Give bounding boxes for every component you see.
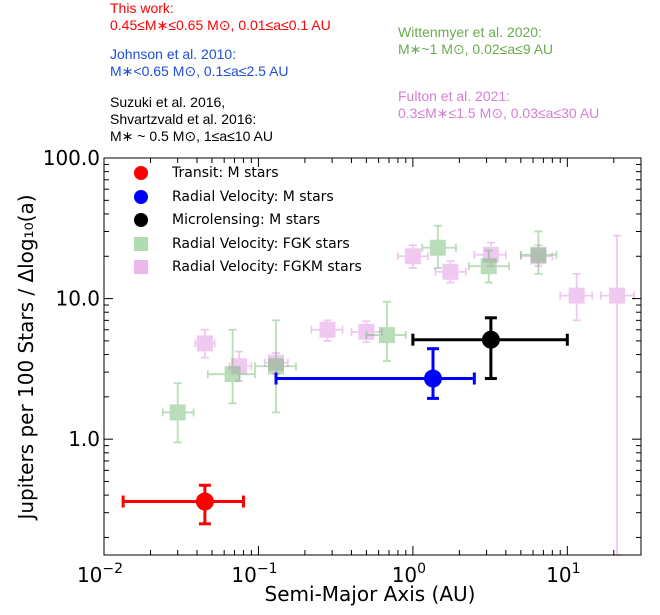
x-tick-label-exponent: −2 — [102, 561, 123, 577]
data-point-radial-velocity-fgk-stars-4 — [421, 224, 457, 269]
series-radial-velocity-fgkm-stars — [194, 234, 635, 556]
annotation-suzuki-line-3: M∗ ~ 0.5 M⊙, 1≤a≤10 AU — [110, 128, 273, 144]
y-tick-label: 10.0 — [55, 287, 100, 311]
data-point-radial-velocity-fgk-stars-1 — [206, 328, 256, 405]
square-marker — [268, 358, 285, 375]
circle-marker — [481, 330, 500, 349]
square-marker — [319, 321, 336, 338]
series-layer — [121, 224, 635, 556]
annotation-this-work: This work: 0.45≤M∗≤0.65 M⊙, 0.01≤a≤0.1 A… — [110, 0, 331, 34]
data-point-radial-velocity-fgk-stars-5 — [467, 249, 511, 284]
series-radial-velocity-fgk-stars — [161, 224, 558, 444]
legend-label-microlensing: Microlensing: M stars — [172, 212, 321, 228]
y-axis-title: Jupiters per 100 Stars / Δlog₁₀(a) — [14, 194, 38, 520]
data-point-radial-velocity-fgkm-stars-0 — [194, 328, 216, 359]
data-point-microlensing-m-stars-0 — [411, 316, 569, 381]
square-marker — [482, 246, 499, 263]
annotation-johnson-line-1: Johnson et al. 2010: — [110, 46, 237, 62]
y-axis: 1.0 10.0 100.0 — [43, 146, 641, 538]
legend-marker-transit — [134, 166, 148, 180]
data-point-radial-velocity-m-stars-0 — [274, 347, 476, 400]
annotation-this-work-line-2: 0.45≤M∗≤0.65 M⊙, 0.01≤a≤0.1 AU — [110, 17, 331, 33]
data-point-radial-velocity-fgk-stars-0 — [161, 382, 195, 444]
square-marker — [530, 246, 547, 263]
legend-label-rv-fgk: Radial Velocity: FGK stars — [172, 235, 350, 252]
series-microlensing-m-stars — [411, 316, 569, 381]
circle-marker — [195, 492, 214, 511]
data-point-radial-velocity-fgkm-stars-10 — [600, 234, 635, 556]
circle-marker — [424, 369, 443, 388]
square-marker — [429, 239, 446, 256]
square-marker — [358, 323, 375, 340]
legend-marker-microlensing — [134, 213, 148, 227]
y-tick-label: 100.0 — [43, 146, 100, 170]
annotation-suzuki-line-2: Shvartzvald et al. 2016: — [110, 111, 257, 127]
legend-label-rv-fgkm: Radial Velocity: FGKM stars — [172, 259, 362, 275]
legend-marker-rv-fgk — [134, 236, 148, 251]
annotation-this-work-line-1: This work: — [110, 0, 174, 16]
data-point-radial-velocity-fgkm-stars-8 — [519, 244, 554, 268]
annotation-wittenmyer: Wittenmyer et al. 2020: M∗~1 M⊙, 0.02≤a≤… — [398, 24, 553, 58]
annotation-johnson-line-2: M∗<0.65 M⊙, 0.1≤a≤2.5 AU — [110, 63, 289, 79]
plot-frame — [103, 157, 642, 556]
square-marker — [609, 287, 626, 304]
x-tick-label-exponent: 0 — [417, 561, 426, 577]
annotation-suzuki: Suzuki et al. 2016, Shvartzvald et al. 2… — [110, 94, 273, 145]
annotation-suzuki-line-1: Suzuki et al. 2016, — [110, 94, 226, 110]
data-point-radial-velocity-fgk-stars-6 — [519, 230, 558, 275]
data-point-radial-velocity-fgkm-stars-7 — [473, 241, 507, 268]
data-point-radial-velocity-fgkm-stars-6 — [434, 260, 467, 284]
data-point-radial-velocity-fgkm-stars-2 — [263, 352, 289, 376]
data-point-radial-velocity-fgkm-stars-1 — [228, 350, 253, 382]
square-marker — [224, 366, 241, 383]
data-point-radial-velocity-fgkm-stars-3 — [310, 319, 344, 342]
data-point-radial-velocity-fgk-stars-3 — [365, 300, 407, 362]
square-marker — [480, 258, 497, 275]
series-radial-velocity-m-stars — [274, 347, 476, 400]
series-transit-m-stars — [121, 483, 245, 526]
x-tick-label-exponent: 1 — [572, 561, 581, 577]
annotation-wittenmyer-line-1: Wittenmyer et al. 2020: — [398, 24, 542, 40]
legend-marker-rv-fgkm — [134, 260, 148, 274]
data-point-transit-m-stars-0 — [121, 483, 245, 526]
data-point-radial-velocity-fgkm-stars-4 — [350, 320, 383, 344]
legend-label-rv-m: Radial Velocity: M stars — [172, 188, 334, 205]
square-marker — [530, 248, 547, 265]
square-marker — [568, 287, 585, 304]
data-point-radial-velocity-fgkm-stars-5 — [397, 244, 429, 269]
legend-label-transit: Transit: M stars — [172, 165, 279, 181]
y-tick-label: 1.0 — [68, 427, 100, 451]
legend-marker-rv-m — [134, 189, 148, 204]
square-marker — [196, 335, 213, 352]
square-marker — [268, 354, 285, 371]
square-marker — [231, 358, 248, 375]
x-axis: 10−2 10−1 100 101 — [77, 158, 642, 587]
annotation-fulton-line-2: 0.3≤M∗≤1.5 M⊙, 0.03≤a≤30 AU — [398, 105, 600, 121]
square-marker — [379, 327, 396, 344]
data-point-radial-velocity-fgkm-stars-9 — [559, 272, 594, 322]
data-point-radial-velocity-fgk-stars-2 — [254, 319, 297, 414]
square-marker — [169, 404, 186, 421]
square-marker — [442, 263, 459, 280]
x-axis-title: Semi-Major Axis (AU) — [264, 582, 476, 606]
annotation-fulton-line-1: Fulton et al. 2021: — [398, 88, 511, 104]
x-tick-label-exponent: −1 — [257, 561, 278, 577]
square-marker — [404, 248, 421, 265]
annotation-wittenmyer-line-2: M∗~1 M⊙, 0.02≤a≤9 AU — [398, 41, 554, 57]
annotation-johnson: Johnson et al. 2010: M∗<0.65 M⊙, 0.1≤a≤2… — [110, 46, 289, 80]
annotation-fulton: Fulton et al. 2021: 0.3≤M∗≤1.5 M⊙, 0.03≤… — [398, 88, 599, 122]
